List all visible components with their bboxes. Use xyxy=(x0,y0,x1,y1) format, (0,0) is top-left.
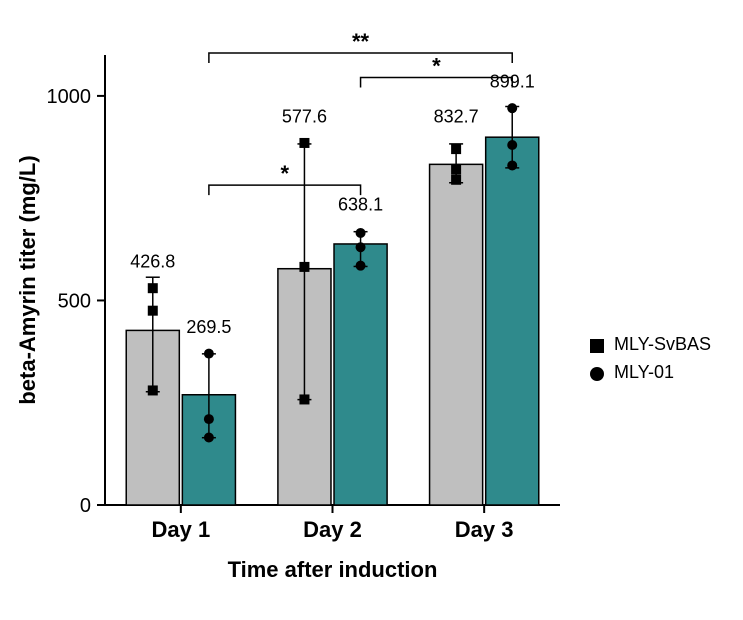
x-tick-label: Day 3 xyxy=(455,517,514,542)
data-point-square xyxy=(148,306,158,316)
data-point-square xyxy=(148,283,158,293)
bar-value-label: 426.8 xyxy=(130,252,175,272)
bar-value-label: 269.5 xyxy=(186,317,231,337)
y-axis-label: beta-Amyrin titer (mg/L) xyxy=(15,155,40,404)
x-tick-label: Day 2 xyxy=(303,517,362,542)
data-point-square xyxy=(299,394,309,404)
bar xyxy=(486,137,539,505)
data-point-square xyxy=(299,262,309,272)
x-axis-label: Time after induction xyxy=(228,557,438,582)
bar xyxy=(430,164,483,505)
bar-value-label: 638.1 xyxy=(338,194,383,214)
x-tick-label: Day 1 xyxy=(151,517,210,542)
y-tick-label: 500 xyxy=(58,290,91,312)
data-point-square xyxy=(451,165,461,175)
bar-chart: 0 500 1000 beta-Amyrin titer (mg/L) Day 1 Day… xyxy=(0,0,743,620)
data-point-square xyxy=(451,144,461,154)
data-point-square xyxy=(299,138,309,148)
legend-label: MLY-01 xyxy=(614,362,674,382)
data-point-square xyxy=(148,385,158,395)
significance-label: ** xyxy=(352,29,370,54)
data-point-circle xyxy=(356,228,366,238)
data-point-circle xyxy=(204,349,214,359)
bar xyxy=(334,244,387,505)
y-tick-label: 1000 xyxy=(47,86,92,108)
data-point-circle xyxy=(507,103,517,113)
data-point-circle xyxy=(204,433,214,443)
data-point-circle xyxy=(356,261,366,271)
legend-label: MLY-SvBAS xyxy=(614,334,711,354)
data-point-circle xyxy=(356,242,366,252)
data-point-circle xyxy=(507,160,517,170)
y-tick-label: 0 xyxy=(80,495,91,517)
significance-bracket xyxy=(209,53,512,63)
significance-label: * xyxy=(280,161,289,186)
data-point-square xyxy=(451,175,461,185)
data-point-circle xyxy=(507,140,517,150)
data-point-circle xyxy=(204,414,214,424)
significance-label: * xyxy=(432,54,441,79)
legend-marker-circle xyxy=(590,367,604,381)
bar-value-label: 577.6 xyxy=(282,107,327,127)
bar-value-label: 832.7 xyxy=(434,107,479,127)
legend-marker-square xyxy=(590,339,604,353)
